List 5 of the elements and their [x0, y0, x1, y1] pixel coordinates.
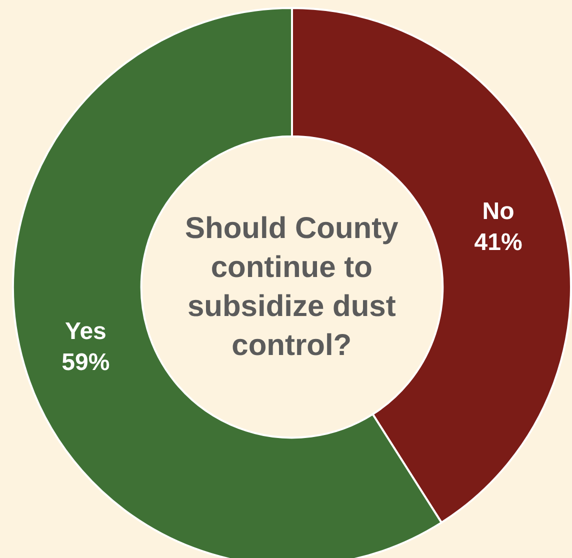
text: Should County continue to subsidize dust control?: [185, 212, 399, 362]
slice-label: No: [482, 198, 514, 225]
slice-label: Yes: [65, 318, 106, 345]
data-label: 41%: [474, 229, 522, 256]
data-label: 59%: [62, 349, 110, 376]
